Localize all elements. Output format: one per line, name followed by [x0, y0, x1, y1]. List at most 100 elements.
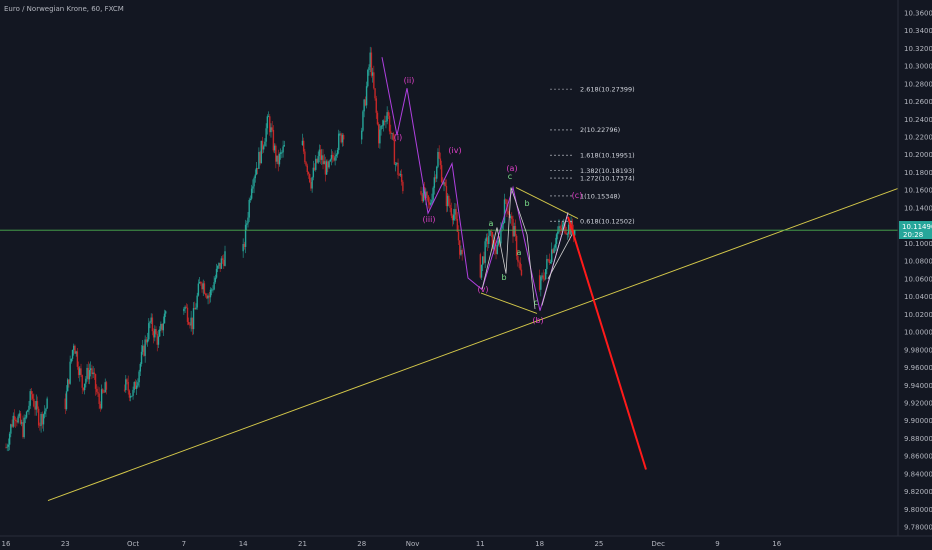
candle: [557, 226, 559, 240]
candle: [363, 98, 365, 118]
y-tick-label: 10.04000: [904, 293, 932, 301]
candle: [143, 344, 145, 357]
candle: [335, 153, 338, 161]
candle-body: [83, 383, 86, 391]
wave-label-primary: (b): [532, 316, 543, 325]
candle-body: [143, 345, 145, 356]
candle-body: [125, 379, 127, 391]
candle-body: [6, 446, 8, 448]
candle-body: [513, 226, 515, 237]
candle-body: [511, 216, 513, 219]
candle-body: [453, 214, 455, 221]
fib-label: 2(10.22796): [580, 126, 620, 134]
time-axis[interactable]: 16 23 Oct 7 14 21 28 Nov 11 18 25 Dec 9 16: [0, 535, 932, 548]
candle-body: [123, 389, 126, 391]
candle-body: [379, 129, 381, 144]
candle: [64, 393, 66, 415]
candle-body: [156, 333, 158, 345]
candle-body: [192, 308, 195, 330]
candle: [190, 310, 192, 332]
candle: [200, 281, 202, 286]
candle-body: [184, 306, 186, 309]
candle-body: [140, 351, 143, 364]
candle-body: [206, 295, 208, 299]
candle-body: [93, 372, 96, 375]
candle-body: [376, 112, 379, 125]
candle: [123, 384, 126, 393]
candle-body: [150, 317, 152, 322]
candle-body: [263, 146, 265, 150]
candle-body: [479, 254, 482, 278]
candle-body: [330, 154, 333, 160]
candle-body: [515, 235, 518, 257]
candle: [266, 114, 269, 135]
candle: [552, 248, 554, 254]
y-tick-label: 10.32000: [904, 45, 932, 53]
candle: [553, 245, 555, 254]
candle: [30, 388, 33, 401]
wave-label-primary: (c): [572, 191, 583, 200]
candle-body: [422, 187, 425, 202]
candle: [247, 211, 249, 228]
candle: [69, 355, 71, 385]
candle-body: [382, 120, 385, 126]
candle-body: [105, 382, 108, 390]
candle-body: [30, 391, 33, 395]
candle: [261, 136, 264, 154]
candle-body: [161, 323, 163, 331]
candle: [436, 165, 438, 183]
wave-label-primary: (ii): [404, 76, 415, 85]
y-tick-label: 9.88000: [904, 435, 932, 443]
candle: [103, 390, 105, 394]
candle: [218, 262, 220, 269]
candle-body: [260, 140, 263, 164]
candle-body: [71, 350, 74, 359]
candle: [540, 275, 542, 297]
candle-body: [569, 224, 571, 235]
candle: [31, 391, 34, 401]
candle-body: [7, 444, 10, 447]
candle-body: [10, 424, 12, 434]
candle: [24, 414, 27, 424]
candle-body: [86, 367, 88, 379]
candle: [97, 386, 99, 398]
candle: [102, 388, 104, 394]
candle: [270, 123, 272, 138]
candle: [6, 443, 8, 452]
candle-body: [341, 135, 344, 143]
candle: [305, 161, 307, 167]
candle: [33, 393, 35, 408]
candle: [399, 170, 402, 177]
candle-body: [317, 156, 319, 163]
candle-body: [307, 172, 310, 175]
candle: [142, 339, 144, 355]
candle-body: [324, 161, 327, 175]
candle-body: [250, 188, 253, 199]
candle-body: [148, 323, 150, 340]
candle-body: [397, 162, 399, 175]
candle: [22, 415, 24, 439]
candle: [340, 132, 342, 144]
candle: [154, 325, 156, 342]
candle-body: [97, 391, 99, 394]
candle-body: [398, 174, 400, 176]
candle: [256, 167, 259, 175]
candle-body: [127, 381, 129, 391]
candle: [444, 179, 446, 187]
candle-body: [197, 283, 200, 296]
candle-body: [449, 204, 451, 208]
candle: [361, 127, 363, 145]
candle: [250, 184, 253, 201]
candle: [334, 150, 336, 166]
candle-body: [421, 194, 423, 202]
candle-body: [433, 177, 436, 188]
candle-body: [439, 158, 442, 166]
x-tick-label: 28: [357, 540, 366, 548]
candle-body: [244, 224, 247, 247]
candle-body: [144, 339, 146, 356]
candle-body: [402, 181, 404, 192]
y-tick-label: 9.84000: [904, 470, 932, 478]
candle: [513, 222, 515, 237]
candle-body: [560, 228, 563, 231]
